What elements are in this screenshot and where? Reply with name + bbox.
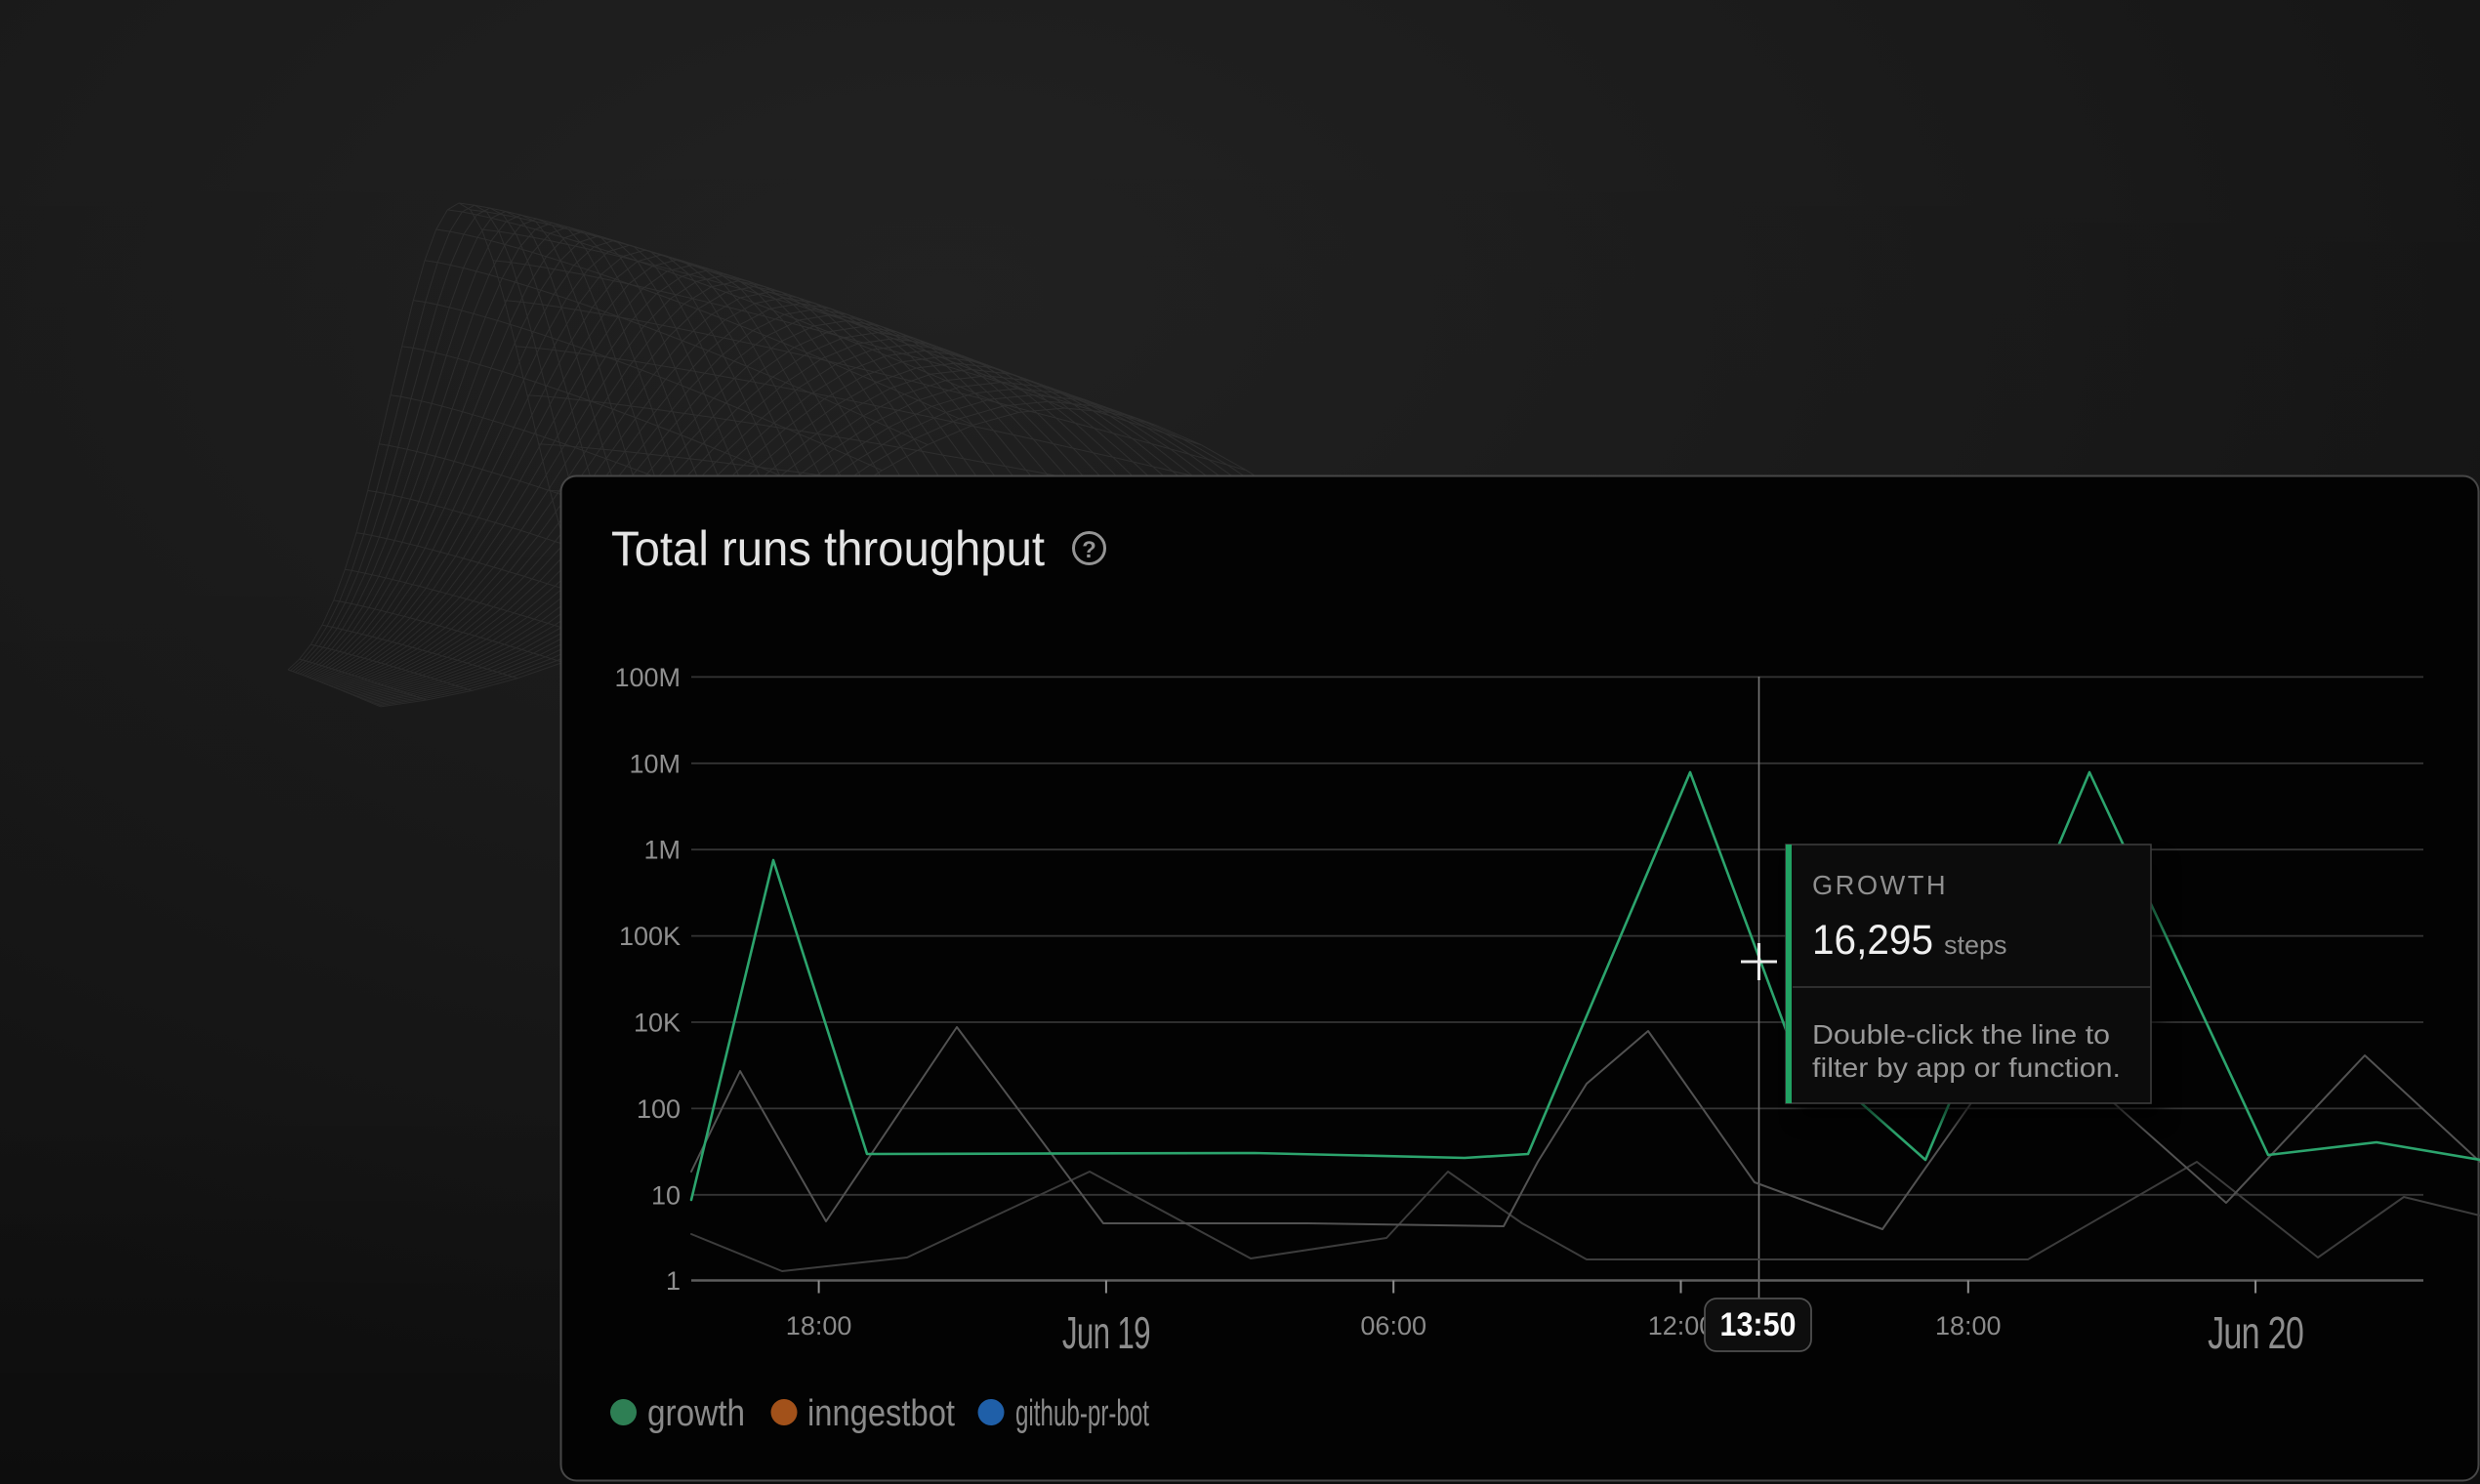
svg-text:13:50: 13:50 bbox=[1720, 1306, 1797, 1343]
svg-text:100M: 100M bbox=[614, 663, 681, 692]
svg-text:06:00: 06:00 bbox=[1360, 1311, 1426, 1340]
svg-text:GROWTH: GROWTH bbox=[1812, 870, 1948, 900]
svg-text:1: 1 bbox=[666, 1266, 681, 1296]
svg-text:github-pr-bot: github-pr-bot bbox=[1015, 1393, 1149, 1434]
svg-text:100K: 100K bbox=[619, 922, 681, 951]
svg-text:inngestbot: inngestbot bbox=[807, 1393, 955, 1434]
svg-text:12:00: 12:00 bbox=[1648, 1311, 1715, 1340]
svg-text:10: 10 bbox=[651, 1180, 681, 1210]
svg-text:growth: growth bbox=[647, 1393, 745, 1434]
svg-text:10M: 10M bbox=[629, 749, 681, 778]
svg-text:100: 100 bbox=[637, 1094, 681, 1124]
svg-text:steps: steps bbox=[1944, 930, 2007, 960]
svg-text:18:00: 18:00 bbox=[1935, 1311, 2002, 1340]
svg-text:10K: 10K bbox=[634, 1009, 681, 1038]
svg-text:Jun 19: Jun 19 bbox=[1062, 1307, 1150, 1358]
svg-text:Total runs throughput: Total runs throughput bbox=[611, 521, 1045, 576]
svg-text:16,295: 16,295 bbox=[1812, 917, 1933, 964]
svg-text:Double-click the line to: Double-click the line to bbox=[1812, 1019, 2110, 1050]
svg-text:Jun 20: Jun 20 bbox=[2208, 1307, 2303, 1358]
svg-text:?: ? bbox=[1082, 537, 1096, 563]
svg-text:filter by app or function.: filter by app or function. bbox=[1812, 1052, 2121, 1083]
svg-text:18:00: 18:00 bbox=[786, 1311, 852, 1340]
svg-text:1M: 1M bbox=[643, 836, 681, 865]
